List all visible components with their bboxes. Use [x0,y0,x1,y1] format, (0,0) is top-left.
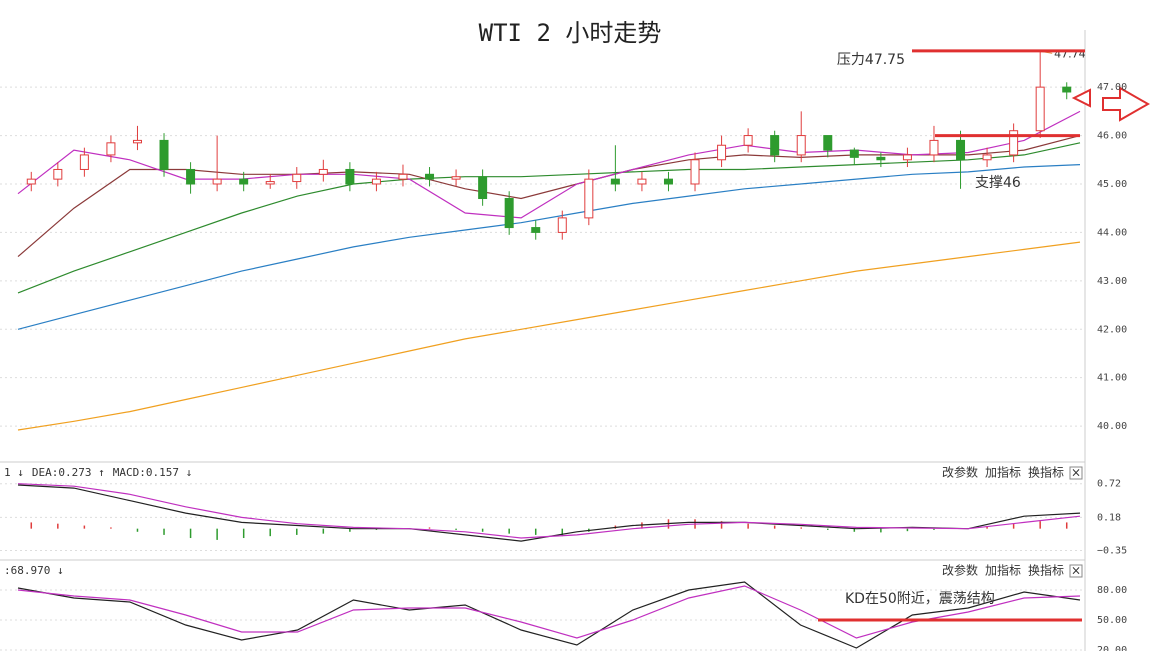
candle-body [557,217,567,233]
y-tick-label: 0.72 [1097,479,1121,490]
candle-body [212,178,222,185]
indicator-line [17,142,1081,294]
candle-body [26,178,36,185]
candle-body [478,176,488,200]
y-tick-label: 45.00 [1097,179,1127,190]
candle-body [823,135,833,151]
candle-body [796,135,806,156]
candle-body [1035,86,1045,132]
annotation: 压力47.75 [837,52,905,68]
candle-body [371,178,381,185]
candle-body [159,139,169,170]
indicator-line [17,585,1081,639]
candle-body [690,159,700,185]
candle-body [239,178,249,185]
candle-body [610,178,620,185]
candle-body [318,168,328,175]
indicator-line [17,241,1081,431]
toolbar-button[interactable]: 加指标 [985,465,1021,480]
candle-body [770,135,780,156]
candle-body [956,139,966,161]
candle-body [531,227,541,233]
chart-title: WTI 2 小时走势 [479,19,662,47]
close-box[interactable] [1069,466,1083,480]
y-tick-label: 41.00 [1097,373,1127,384]
y-tick-label: 20.00 [1097,645,1127,651]
candle-body [345,168,355,185]
toolbar-button[interactable]: 改参数 [942,465,978,480]
candle-body [717,144,727,161]
y-tick-label: 43.00 [1097,276,1127,287]
candle-body [982,154,992,161]
candle-body [929,139,939,156]
toolbar-button[interactable]: × [1071,466,1081,480]
annotation: 支撑46 [975,175,1021,191]
high-label: 47.74 [1054,47,1086,60]
indicator-value: :68.970 ↓ [4,564,64,577]
arrow-icon [1102,86,1151,122]
y-tick-label: 42.00 [1097,324,1127,335]
candle-body [1009,130,1019,156]
candle-body [504,198,514,229]
candle-body [79,154,89,170]
indicator-line [17,483,1081,539]
candle-body [292,173,302,183]
toolbar-button[interactable]: 换指标 [1028,563,1064,578]
candle-body [132,139,142,144]
candle-body [451,176,461,180]
indicator-line [17,164,1081,330]
candle-body [398,173,408,180]
candle-body [1062,86,1072,93]
indicator-value: MACD:0.157 ↓ [113,466,192,479]
y-tick-label: 46.00 [1097,131,1127,142]
close-box[interactable] [1069,564,1083,578]
y-tick-label: 47.00 [1097,82,1127,93]
candle-body [849,149,859,158]
candle-body [425,173,435,180]
candle-body [265,181,275,185]
annotation: KD在50附近，震荡结构 [845,591,995,607]
candle-body [743,135,753,146]
candle-body [637,178,647,185]
indicator-value: DEA:0.273 ↑ [32,466,105,479]
candle-body [186,168,196,185]
toolbar-button[interactable]: × [1071,564,1081,578]
toolbar-button[interactable]: 加指标 [985,563,1021,578]
y-tick-label: 44.00 [1097,227,1127,238]
candle-body [663,178,673,185]
toolbar-button[interactable]: 改参数 [942,563,978,578]
y-tick-label: 80.00 [1097,585,1127,596]
y-tick-label: 40.00 [1097,421,1127,432]
candle-body [584,178,594,219]
candle-body [106,142,116,156]
toolbar-button[interactable]: 换指标 [1028,465,1064,480]
y-tick-label: 50.00 [1097,615,1127,626]
arrow-icon [1071,88,1091,108]
indicator-value: 1 ↓ [4,466,24,479]
y-tick-label: −0.35 [1097,546,1127,557]
y-tick-label: 0.18 [1097,512,1121,523]
candle-body [876,156,886,161]
candle-body [902,154,912,161]
candle-body [53,168,63,180]
